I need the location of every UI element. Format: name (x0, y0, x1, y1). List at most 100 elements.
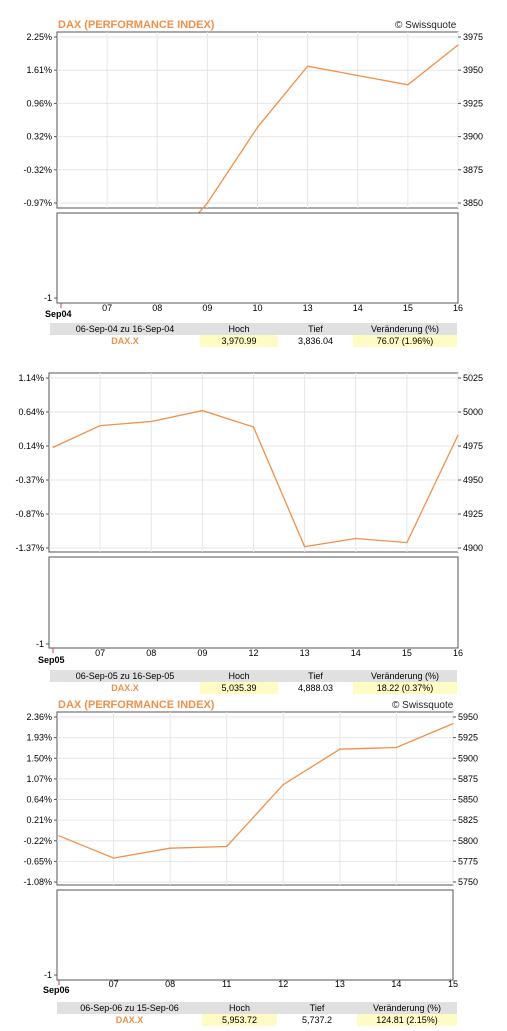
x-tick-label: 11 (222, 979, 231, 989)
change-value: 18.22 (0.37%) (353, 682, 457, 694)
y-left-tick-label: 2.36% (26, 712, 52, 722)
data-point (339, 748, 341, 750)
x-tick-label: 07 (109, 979, 119, 989)
chart-title: DAX (PERFORMANCE INDEX) (58, 19, 215, 31)
x-tick-label: 08 (146, 648, 156, 658)
x-tick-label: 12 (248, 648, 258, 658)
period-label: 06-Sep-04 zu 16-Sep-04 (50, 323, 200, 335)
y-right-tick-label: 4975 (463, 441, 483, 451)
y-left-tick-label: 1.50% (26, 753, 52, 763)
x-tick-label: 16 (453, 648, 463, 658)
symbol-link[interactable]: DAX.X (57, 1014, 202, 1026)
y-right-tick-label: 3975 (463, 32, 483, 42)
high-value: 5,035.39 (200, 682, 278, 694)
low-value: 5,737.2 (277, 1014, 357, 1026)
y-left-tick-label: -0.32% (23, 165, 52, 175)
low-value: 3,836.04 (278, 335, 353, 347)
data-point (252, 426, 255, 428)
data-point (457, 44, 459, 46)
y-right-tick-label: 5900 (458, 753, 478, 763)
change-label: Veränderung (%) (357, 1002, 457, 1014)
y-left-tick-label: 0.14% (18, 441, 44, 451)
y-left-tick-label: 0.64% (18, 407, 44, 417)
low-label: Tief (278, 670, 353, 682)
data-point (206, 202, 208, 204)
y-left-tick-label: 0.96% (26, 98, 52, 108)
x-tick-label: 16 (453, 303, 463, 313)
x-tick-label: 15 (402, 648, 412, 658)
x-tick-label: 14 (351, 648, 361, 658)
x-tick-label: 12 (278, 979, 288, 989)
y-right-tick-label: 5750 (458, 877, 478, 887)
y-right-tick-label: 5875 (458, 774, 478, 784)
y-right-tick-label: 3850 (463, 198, 483, 208)
y-left-tick-label: -0.22% (23, 836, 52, 846)
y-left-tick-label: 1.93% (26, 733, 52, 743)
volume-tick-label: -1 (44, 293, 52, 303)
series-line (58, 723, 454, 859)
x-tick-label: 08 (152, 303, 162, 313)
low-value: 4,888.03 (278, 682, 353, 694)
brand-label: © Swissquote (395, 20, 457, 31)
y-right-tick-label: 4925 (463, 509, 483, 519)
period-label: 06-Sep-06 zu 15-Sep-06 (57, 1002, 202, 1014)
low-label: Tief (277, 1002, 357, 1014)
y-right-tick-label: 3950 (463, 65, 483, 75)
stats-table: 06-Sep-04 zu 16-Sep-04 Hoch Tief Verände… (50, 323, 457, 347)
y-right-tick-label: 5000 (463, 407, 483, 417)
x-tick-label: 13 (300, 648, 310, 658)
x-tick-label: Sep05 (38, 655, 65, 665)
price-chart: 2.36% 1.93% 1.50% 1.07% 0.64% 0.21% -0.22% -0.6… (23, 711, 478, 995)
change-value: 124.81 (2.15%) (357, 1014, 457, 1026)
x-tick-label: Sep06 (43, 985, 70, 995)
data-point (112, 857, 115, 859)
y-left-tick-label: -0.37% (15, 475, 44, 485)
y-left-tick-label: 2.25% (26, 32, 52, 42)
x-tick-label: 13 (303, 303, 313, 313)
y-left-tick-label: 1.61% (26, 65, 52, 75)
x-tick-label: 15 (448, 979, 458, 989)
price-chart: 2.25% 1.61% 0.96% 0.32% -0.32% -0.97% 3975 3950… (23, 31, 483, 319)
low-label: Tief (278, 323, 353, 335)
data-point (150, 420, 152, 423)
x-tick-label: 15 (403, 303, 413, 313)
stats-table: 06-Sep-06 zu 15-Sep-06 Hoch Tief Verände… (57, 1002, 457, 1026)
y-left-tick-label: 0.32% (26, 132, 52, 142)
change-value: 76.07 (1.96%) (353, 335, 457, 347)
y-right-tick-label: 3900 (463, 132, 483, 142)
volume-tick-label: -1 (44, 970, 52, 980)
y-left-tick-label: 0.64% (26, 795, 52, 805)
x-tick-label: 10 (252, 303, 262, 313)
x-tick-label: 13 (335, 979, 345, 989)
x-tick-label: Sep04 (45, 309, 72, 319)
y-right-tick-label: 3875 (463, 165, 483, 175)
symbol-link[interactable]: DAX.X (50, 682, 200, 694)
y-left-tick-label: -1.37% (15, 543, 44, 553)
data-point (307, 65, 309, 67)
stats-table: 06-Sep-05 zu 16-Sep-05 Hoch Tief Verände… (50, 670, 457, 694)
data-point (52, 446, 54, 448)
volume-area (56, 212, 459, 304)
y-right-tick-label: 5775 (458, 856, 478, 866)
x-tick-label: 14 (353, 303, 363, 313)
x-tick-label: 09 (197, 648, 207, 658)
volume-area (56, 889, 454, 981)
data-point (395, 746, 398, 749)
change-label: Veränderung (%) (353, 670, 457, 682)
symbol-link[interactable]: DAX.X (50, 335, 200, 347)
y-right-tick-label: 5950 (458, 712, 478, 722)
volume-tick-label: -1 (36, 639, 44, 649)
data-point (406, 541, 408, 544)
data-point (407, 84, 409, 86)
high-value: 5,953.72 (202, 1014, 277, 1026)
chart-title: DAX (PERFORMANCE INDEX) (58, 699, 215, 711)
price-chart: 1.14% 0.64% 0.14% -0.37% -0.87% -1.37% 5025 500… (15, 372, 483, 665)
y-right-tick-label: 5925 (458, 733, 478, 743)
y-right-tick-label: 5800 (458, 836, 478, 846)
period-label: 06-Sep-05 zu 16-Sep-05 (50, 670, 200, 682)
data-point (256, 126, 259, 128)
data-point (355, 537, 357, 540)
y-left-tick-label: 1.07% (26, 774, 52, 784)
data-point (201, 410, 203, 412)
y-right-tick-label: 4900 (463, 543, 483, 553)
